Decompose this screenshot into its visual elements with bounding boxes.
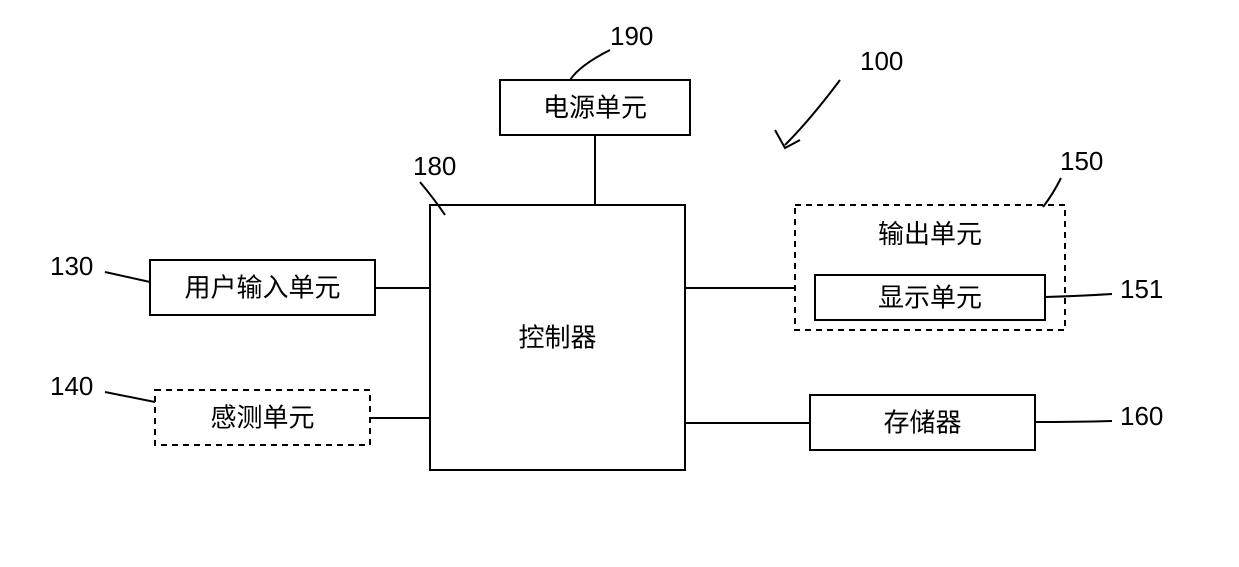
ref-190-text: 190	[610, 21, 653, 51]
block-power: 电源单元	[500, 80, 690, 135]
ref-180-text: 180	[413, 151, 456, 181]
ref-160: 160	[1035, 401, 1163, 431]
ref-160-text: 160	[1120, 401, 1163, 431]
ref-140-leader	[105, 392, 155, 402]
block-sensing: 感测单元	[155, 390, 370, 445]
ref-150-leader	[1043, 178, 1061, 207]
ref-160-leader	[1035, 421, 1112, 422]
ref-130: 130	[50, 251, 150, 282]
ref-100: 100	[775, 46, 903, 148]
block-controller: 控制器	[430, 205, 685, 470]
block-controller-label: 控制器	[518, 322, 596, 352]
block-output-label: 输出单元	[878, 219, 982, 249]
ref-100-leader	[775, 80, 840, 148]
block-diagram: 电源单元 控制器 用户输入单元 感测单元 输出单元 显示单元 存储器 190 1…	[0, 0, 1239, 567]
ref-130-text: 130	[50, 251, 93, 281]
block-display-label: 显示单元	[878, 282, 982, 312]
ref-190: 190	[570, 21, 653, 80]
block-memory: 存储器	[810, 395, 1035, 450]
block-memory-label: 存储器	[883, 407, 961, 437]
ref-100-text: 100	[860, 46, 903, 76]
ref-140: 140	[50, 371, 155, 402]
ref-150: 150	[1043, 146, 1103, 207]
ref-140-text: 140	[50, 371, 93, 401]
block-user-input: 用户输入单元	[150, 260, 375, 315]
ref-151-text: 151	[1120, 274, 1163, 304]
block-user-input-label: 用户输入单元	[184, 272, 340, 302]
block-sensing-label: 感测单元	[210, 402, 314, 432]
ref-130-leader	[105, 272, 150, 282]
ref-190-leader	[570, 50, 610, 80]
block-display: 显示单元	[815, 275, 1045, 320]
ref-150-text: 150	[1060, 146, 1103, 176]
block-power-label: 电源单元	[543, 92, 647, 122]
